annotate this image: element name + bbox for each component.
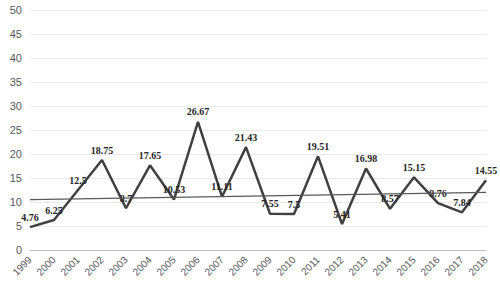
svg-text:2003: 2003 (106, 254, 130, 278)
svg-text:14.55: 14.55 (475, 165, 498, 176)
svg-text:0: 0 (16, 244, 22, 256)
svg-text:1999: 1999 (10, 254, 34, 278)
svg-text:18.75: 18.75 (91, 145, 114, 156)
svg-text:2014: 2014 (370, 254, 394, 278)
svg-text:2011: 2011 (299, 254, 322, 277)
svg-text:2007: 2007 (202, 254, 226, 278)
svg-text:8.57: 8.57 (381, 193, 399, 204)
svg-text:45: 45 (10, 28, 22, 40)
svg-text:15.15: 15.15 (403, 162, 426, 173)
svg-text:2001: 2001 (58, 254, 82, 278)
svg-text:11.11: 11.11 (211, 181, 232, 192)
svg-text:12.5: 12.5 (69, 175, 87, 186)
svg-text:40: 40 (10, 52, 22, 64)
svg-text:2000: 2000 (34, 254, 58, 278)
svg-text:7.55: 7.55 (261, 198, 279, 209)
svg-text:30: 30 (10, 100, 22, 112)
svg-text:2012: 2012 (322, 254, 346, 278)
svg-text:2016: 2016 (418, 254, 442, 278)
svg-text:2015: 2015 (394, 254, 418, 278)
svg-text:8.7: 8.7 (119, 192, 133, 204)
svg-text:15: 15 (10, 172, 22, 184)
svg-text:20: 20 (10, 148, 22, 160)
svg-text:2009: 2009 (250, 254, 274, 278)
svg-text:6.25: 6.25 (45, 205, 63, 216)
svg-text:16.98: 16.98 (355, 153, 378, 164)
svg-text:2004: 2004 (130, 254, 154, 278)
svg-text:2010: 2010 (274, 254, 298, 278)
svg-text:19.51: 19.51 (307, 141, 330, 152)
svg-text:25: 25 (10, 124, 22, 136)
svg-text:10.53: 10.53 (163, 184, 186, 195)
svg-text:9.76: 9.76 (429, 187, 447, 199)
svg-text:21.43: 21.43 (235, 132, 258, 143)
svg-text:2008: 2008 (226, 254, 250, 278)
svg-text:7.84: 7.84 (453, 197, 471, 208)
svg-text:4.76: 4.76 (21, 212, 39, 223)
svg-text:10: 10 (10, 196, 22, 208)
svg-text:5: 5 (15, 220, 22, 232)
svg-text:2002: 2002 (82, 254, 106, 278)
svg-text:35: 35 (10, 76, 22, 88)
svg-text:2017: 2017 (442, 254, 466, 278)
svg-text:2018: 2018 (466, 254, 490, 278)
svg-text:2006: 2006 (178, 254, 202, 278)
svg-text:2013: 2013 (346, 254, 370, 278)
svg-text:5.41: 5.41 (333, 209, 351, 220)
svg-text:7.5: 7.5 (288, 199, 301, 210)
svg-text:26.67: 26.67 (187, 106, 210, 117)
svg-text:50: 50 (10, 4, 22, 16)
svg-text:17.65: 17.65 (139, 150, 162, 161)
svg-text:2005: 2005 (154, 254, 178, 278)
